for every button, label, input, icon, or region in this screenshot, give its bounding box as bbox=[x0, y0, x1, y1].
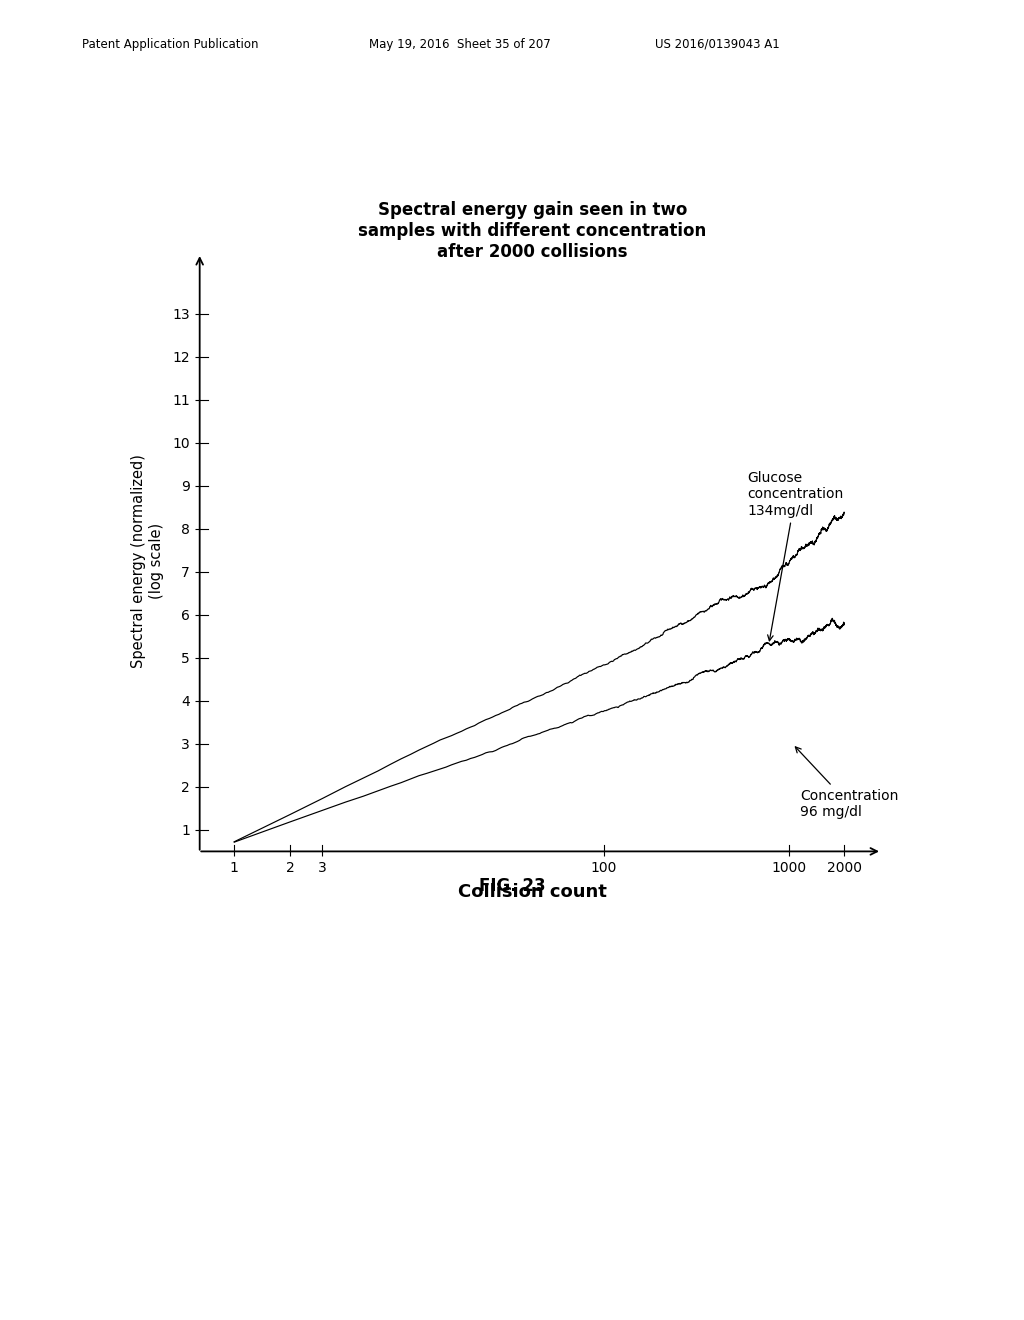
Text: Concentration
96 mg/dl: Concentration 96 mg/dl bbox=[796, 747, 898, 820]
Text: US 2016/0139043 A1: US 2016/0139043 A1 bbox=[655, 37, 780, 50]
X-axis label: Collision count: Collision count bbox=[458, 883, 607, 902]
Text: Patent Application Publication: Patent Application Publication bbox=[82, 37, 258, 50]
Title: Spectral energy gain seen in two
samples with different concentration
after 2000: Spectral energy gain seen in two samples… bbox=[358, 201, 707, 261]
Text: FIG. 23: FIG. 23 bbox=[478, 876, 546, 895]
Y-axis label: Spectral energy (normalized)
(log scale): Spectral energy (normalized) (log scale) bbox=[131, 454, 164, 668]
Text: May 19, 2016  Sheet 35 of 207: May 19, 2016 Sheet 35 of 207 bbox=[369, 37, 550, 50]
Text: Glucose
concentration
134mg/dl: Glucose concentration 134mg/dl bbox=[748, 471, 844, 640]
